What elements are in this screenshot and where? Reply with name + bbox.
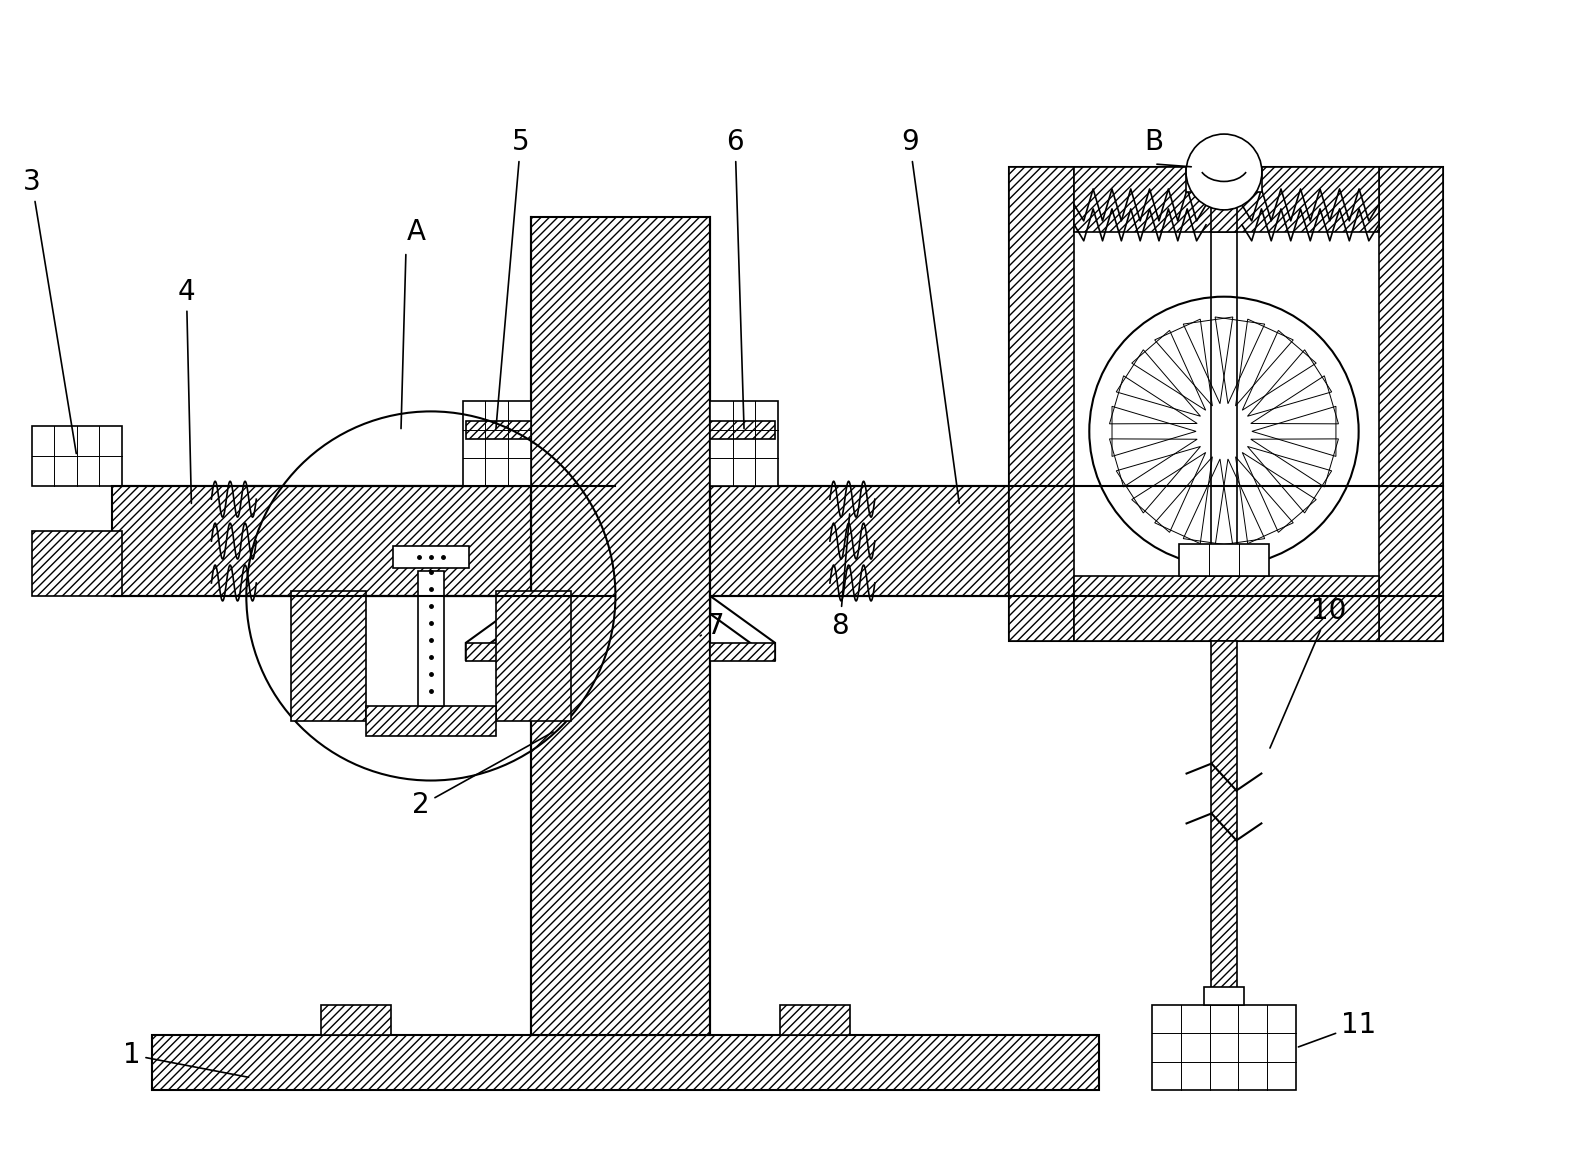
Text: 4: 4: [178, 277, 196, 504]
Bar: [1204, 987, 1244, 1005]
Bar: [32, 426, 121, 486]
Circle shape: [1185, 134, 1262, 210]
Text: 5: 5: [496, 128, 530, 428]
Bar: [111, 486, 531, 596]
Bar: [1211, 641, 1236, 995]
Polygon shape: [466, 421, 531, 486]
Bar: [366, 706, 496, 736]
Bar: [531, 217, 710, 1034]
Text: 8: 8: [831, 514, 850, 640]
Text: 11: 11: [1298, 1011, 1376, 1047]
Text: B: B: [1144, 128, 1163, 156]
Bar: [151, 1034, 1099, 1090]
Bar: [710, 643, 775, 661]
Text: 6: 6: [727, 128, 745, 428]
Bar: [1379, 167, 1443, 641]
Text: 3: 3: [22, 168, 76, 454]
Bar: [710, 421, 775, 439]
Bar: [321, 1005, 391, 1034]
Bar: [710, 402, 778, 486]
Bar: [466, 421, 531, 439]
Bar: [32, 531, 121, 596]
Bar: [1152, 1005, 1297, 1090]
Bar: [1009, 167, 1074, 641]
Circle shape: [1090, 297, 1359, 567]
Bar: [1179, 545, 1270, 576]
Text: A: A: [406, 218, 425, 246]
Text: 9: 9: [901, 128, 959, 504]
Bar: [1009, 167, 1443, 641]
Text: 7: 7: [700, 612, 724, 640]
Bar: [466, 643, 531, 661]
Bar: [1074, 167, 1379, 232]
Bar: [1211, 167, 1236, 232]
Bar: [463, 402, 531, 486]
Bar: [291, 591, 366, 721]
Bar: [393, 546, 469, 568]
Bar: [1074, 576, 1379, 641]
Polygon shape: [466, 596, 531, 661]
Polygon shape: [710, 596, 775, 661]
Bar: [418, 571, 444, 706]
Text: 10: 10: [1270, 597, 1346, 748]
Bar: [710, 486, 1009, 596]
Polygon shape: [710, 421, 775, 486]
Bar: [496, 591, 571, 721]
Text: 1: 1: [123, 1041, 248, 1077]
Bar: [1185, 167, 1262, 192]
Bar: [780, 1005, 850, 1034]
Text: 2: 2: [412, 731, 554, 820]
